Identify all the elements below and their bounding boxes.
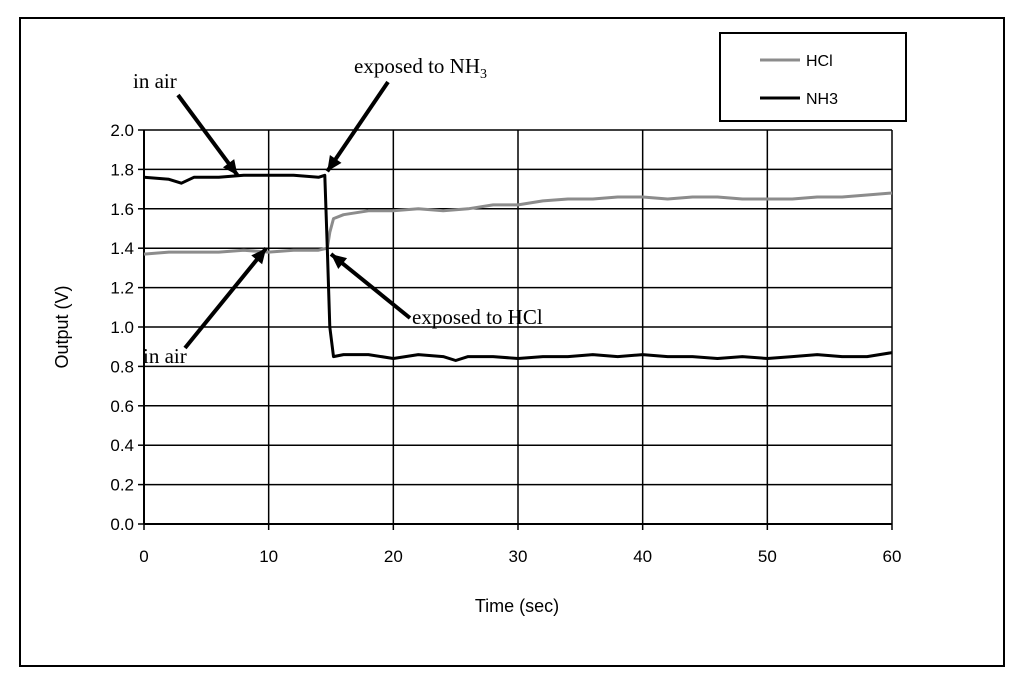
y-tick-label-5: 1.0 bbox=[110, 318, 134, 337]
y-axis-title: Output (V) bbox=[52, 285, 72, 368]
legend: HCl NH3 bbox=[719, 32, 907, 122]
legend-label-nh3: NH3 bbox=[806, 91, 838, 108]
annotation-arrows bbox=[176, 80, 412, 350]
legend-box bbox=[719, 32, 907, 122]
annotation-labels: in air exposed to NH3 exposed to HCl in air bbox=[133, 54, 543, 368]
y-tick-label-1: 0.2 bbox=[110, 476, 134, 495]
y-tick-label-6: 1.2 bbox=[110, 279, 134, 298]
x-tick-label-2: 20 bbox=[384, 547, 403, 566]
y-tick-label-4: 0.8 bbox=[110, 357, 134, 376]
y-tick-label-8: 1.6 bbox=[110, 200, 134, 219]
legend-label-hcl: HCl bbox=[806, 53, 833, 70]
annotation-arrow-1 bbox=[325, 80, 390, 173]
x-axis-title: Time (sec) bbox=[475, 596, 559, 616]
y-tick-labels: 0.0 0.2 0.4 0.6 0.8 1.0 1.2 1.4 1.6 1.8 2.0 bbox=[110, 121, 144, 534]
annotation-label-2: exposed to HCl bbox=[412, 305, 543, 329]
series-line-nh3 bbox=[143, 173, 893, 362]
annotation-label-0: in air bbox=[133, 69, 177, 93]
y-tick-label-2: 0.4 bbox=[110, 436, 134, 455]
series-lines bbox=[143, 173, 893, 362]
y-tick-label-7: 1.4 bbox=[110, 239, 134, 258]
series-line-hcl bbox=[143, 191, 893, 256]
x-tick-label-1: 10 bbox=[259, 547, 278, 566]
x-tick-label-5: 50 bbox=[758, 547, 777, 566]
y-tick-label-0: 0.0 bbox=[110, 515, 134, 534]
annotation-label-3: in air bbox=[143, 344, 187, 368]
x-tick-labels: 0 10 20 30 40 50 60 bbox=[139, 524, 901, 566]
annotation-arrowhead-2 bbox=[331, 254, 348, 269]
x-tick-label-0: 0 bbox=[139, 547, 148, 566]
x-tick-label-4: 40 bbox=[633, 547, 652, 566]
y-tick-label-10: 2.0 bbox=[110, 121, 134, 140]
annotation-arrow-3 bbox=[183, 246, 268, 350]
x-tick-label-6: 60 bbox=[883, 547, 902, 566]
x-tick-label-3: 30 bbox=[509, 547, 528, 566]
y-tick-label-9: 1.8 bbox=[110, 160, 134, 179]
annotation-label-1: exposed to NH3 bbox=[354, 54, 487, 82]
outer-frame bbox=[19, 17, 1005, 667]
annotation-arrowhead-0 bbox=[222, 159, 238, 176]
y-tick-label-3: 0.6 bbox=[110, 397, 134, 416]
annotation-subscript-1: 3 bbox=[480, 67, 487, 82]
annotation-arrowhead-3 bbox=[251, 248, 267, 265]
annotation-arrowhead-1 bbox=[327, 155, 342, 172]
annotation-arrow-2 bbox=[329, 252, 412, 320]
annotation-arrow-0 bbox=[176, 93, 240, 177]
